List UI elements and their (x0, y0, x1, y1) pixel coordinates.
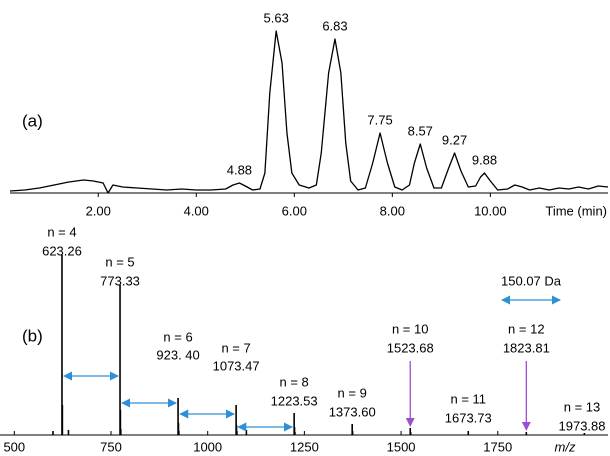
peak-label: 9.88 (472, 152, 497, 167)
peak-number: n = 8 (280, 374, 309, 389)
peak-mz: 1973.88 (559, 418, 606, 433)
panel-label: (b) (22, 326, 43, 345)
x-tick-label: 1250 (290, 439, 319, 454)
peak-number: n = 13 (564, 399, 601, 414)
peak-mz: 1073.47 (213, 358, 260, 373)
panel-label: (a) (22, 111, 43, 130)
x-tick-label: 4.00 (184, 203, 209, 218)
x-tick-label: 8.00 (380, 203, 405, 218)
peak-label: 7.75 (367, 112, 392, 127)
x-tick-label: 750 (100, 439, 122, 454)
peak-number: n = 4 (47, 224, 76, 239)
peak-label: 9.27 (442, 132, 467, 147)
x-tick-label: 10.00 (474, 203, 507, 218)
x-axis-title: m/z (555, 439, 576, 454)
x-tick-label: 1500 (387, 439, 416, 454)
peak-mz: 773.33 (100, 273, 140, 288)
peak-mz: 1823.81 (503, 340, 550, 355)
spacing-legend-label: 150.07 Da (501, 273, 562, 288)
peak-number: n = 12 (508, 321, 545, 336)
peak-number: n = 7 (221, 340, 250, 355)
x-tick-label: 1750 (483, 439, 512, 454)
peak-mz: 1673.73 (445, 410, 492, 425)
x-tick-label: 2.00 (86, 203, 111, 218)
peak-number: n = 9 (338, 385, 367, 400)
peak-mz: 623.26 (42, 243, 82, 258)
peak-mz: 923. 40 (156, 347, 199, 362)
peak-number: n = 11 (450, 391, 486, 406)
peak-mz: 1523.68 (387, 340, 434, 355)
trace (9, 30, 609, 194)
x-tick-label: 1000 (193, 439, 222, 454)
x-tick-label: 500 (3, 439, 25, 454)
peak-mz: 1223.53 (271, 393, 318, 408)
peak-number: n = 5 (105, 254, 134, 269)
peak-label: 4.88 (227, 162, 252, 177)
peak-label: 8.57 (408, 123, 433, 138)
x-axis-title: Time (min) (545, 203, 607, 218)
peak-label: 5.63 (264, 10, 289, 25)
peak-number: n = 10 (392, 321, 429, 336)
peak-mz: 1373.60 (329, 404, 376, 419)
peak-number: n = 6 (163, 329, 192, 344)
x-tick-label: 6.00 (282, 203, 307, 218)
peak-label: 6.83 (322, 18, 347, 33)
